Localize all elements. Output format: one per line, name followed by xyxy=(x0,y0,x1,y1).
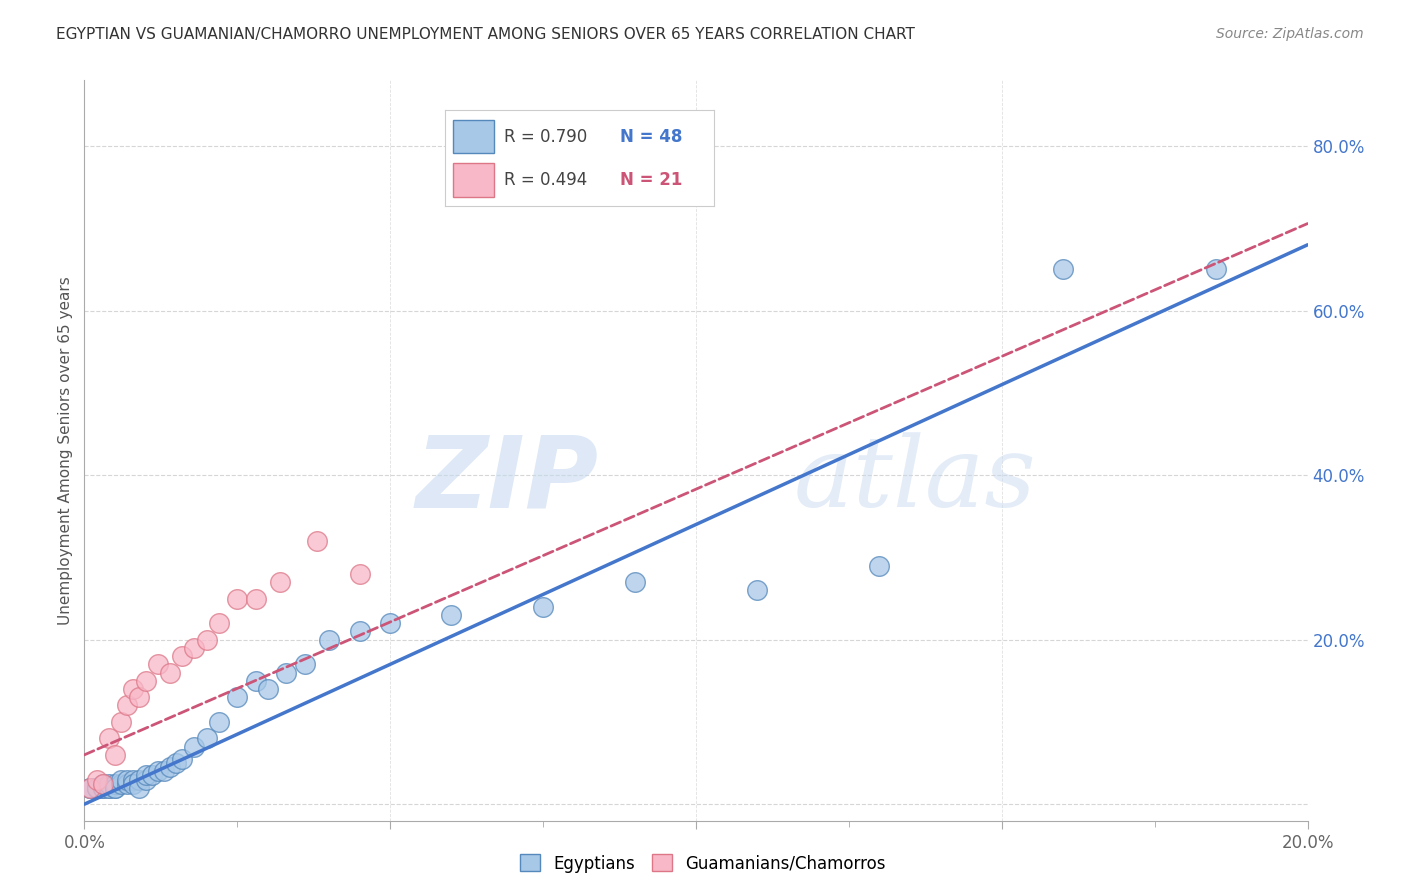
Point xyxy=(115,776,138,791)
Text: Source: ZipAtlas.com: Source: ZipAtlas.com xyxy=(1216,27,1364,41)
Point xyxy=(79,780,101,795)
Text: atlas: atlas xyxy=(794,433,1036,528)
Point xyxy=(1052,262,1074,277)
Point xyxy=(146,657,169,672)
Point xyxy=(128,780,150,795)
Point xyxy=(165,756,187,770)
Point xyxy=(97,780,120,795)
Point xyxy=(110,772,132,787)
Point xyxy=(1205,262,1227,277)
Point xyxy=(91,776,114,791)
Point xyxy=(110,776,132,791)
Point xyxy=(183,739,205,754)
Point xyxy=(104,780,127,795)
Point xyxy=(115,698,138,713)
Point xyxy=(104,780,127,795)
Point xyxy=(440,607,463,622)
Point xyxy=(135,673,157,688)
Point xyxy=(97,776,120,791)
Point xyxy=(141,768,163,782)
Point xyxy=(380,616,402,631)
Point xyxy=(869,558,891,573)
Point xyxy=(349,566,371,581)
Point xyxy=(159,760,181,774)
Point xyxy=(86,780,108,795)
Legend: Egyptians, Guamanians/Chamorros: Egyptians, Guamanians/Chamorros xyxy=(513,847,893,880)
Point xyxy=(226,591,249,606)
Point xyxy=(128,690,150,705)
Point xyxy=(208,616,231,631)
Point xyxy=(257,681,280,696)
Point xyxy=(97,731,120,746)
Point xyxy=(97,780,120,795)
Point xyxy=(110,714,132,729)
Y-axis label: Unemployment Among Seniors over 65 years: Unemployment Among Seniors over 65 years xyxy=(58,277,73,624)
Point xyxy=(305,533,328,548)
Point xyxy=(135,772,157,787)
Point xyxy=(79,780,101,795)
Point xyxy=(115,772,138,787)
Point xyxy=(208,714,231,729)
Point xyxy=(183,640,205,655)
Point xyxy=(104,747,127,762)
Text: ZIP: ZIP xyxy=(415,432,598,529)
Point xyxy=(172,649,194,664)
Point xyxy=(269,575,291,590)
Point xyxy=(195,731,218,746)
Point xyxy=(122,772,145,787)
Point xyxy=(349,624,371,639)
Point xyxy=(747,583,769,598)
Point xyxy=(91,776,114,791)
Point xyxy=(159,665,181,680)
Point xyxy=(195,632,218,647)
Point xyxy=(624,575,647,590)
Text: EGYPTIAN VS GUAMANIAN/CHAMORRO UNEMPLOYMENT AMONG SENIORS OVER 65 YEARS CORRELAT: EGYPTIAN VS GUAMANIAN/CHAMORRO UNEMPLOYM… xyxy=(56,27,915,42)
Point xyxy=(226,690,249,705)
Point xyxy=(294,657,316,672)
Point xyxy=(79,780,101,795)
Point xyxy=(276,665,298,680)
Point xyxy=(172,752,194,766)
Point xyxy=(122,681,145,696)
Point xyxy=(104,776,127,791)
Point xyxy=(128,772,150,787)
Point xyxy=(245,591,267,606)
Point xyxy=(122,776,145,791)
Point xyxy=(146,764,169,779)
Point xyxy=(91,780,114,795)
Point xyxy=(86,772,108,787)
Point xyxy=(245,673,267,688)
Point xyxy=(153,764,176,779)
Point xyxy=(135,768,157,782)
Point xyxy=(86,780,108,795)
Point xyxy=(318,632,340,647)
Point xyxy=(531,599,554,614)
Point xyxy=(86,780,108,795)
Point xyxy=(91,780,114,795)
